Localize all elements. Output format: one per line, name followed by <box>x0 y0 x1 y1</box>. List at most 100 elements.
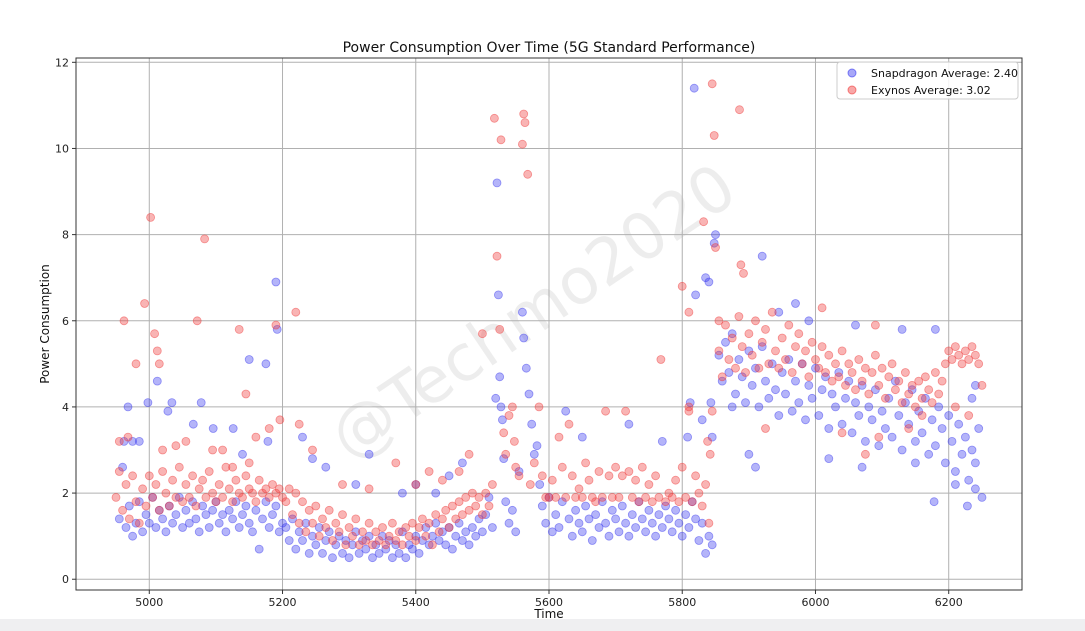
snapdragon-point <box>221 527 231 537</box>
exynos-point <box>867 368 877 377</box>
snapdragon-point <box>951 467 960 476</box>
snapdragon-point <box>457 536 467 545</box>
snapdragon-point <box>238 449 247 459</box>
snapdragon-point <box>228 514 238 524</box>
snapdragon-point <box>144 518 154 528</box>
snapdragon-point <box>471 531 481 541</box>
exynos-point <box>454 497 464 507</box>
exynos-point <box>417 514 427 524</box>
snapdragon-point <box>963 501 972 511</box>
snapdragon-point <box>238 510 247 519</box>
snapdragon-point <box>971 484 980 494</box>
snapdragon-point <box>874 441 884 451</box>
exynos-point <box>474 492 484 502</box>
exynos-point <box>567 471 577 481</box>
snapdragon-point <box>804 380 814 390</box>
exynos-point <box>364 484 374 494</box>
snapdragon-point <box>851 398 860 408</box>
snapdragon-point <box>861 436 870 446</box>
snapdragon-point <box>121 523 131 532</box>
snapdragon-point <box>481 510 491 519</box>
snapdragon-point <box>764 393 774 403</box>
snapdragon-point <box>657 436 667 446</box>
exynos-point <box>523 169 533 179</box>
snapdragon-point <box>131 518 141 528</box>
exynos-point <box>518 139 527 149</box>
snapdragon-point <box>231 497 241 507</box>
exynos-point <box>709 131 719 140</box>
exynos-point <box>851 385 860 395</box>
exynos-point <box>737 342 747 352</box>
exynos-point <box>977 380 987 390</box>
snapdragon-point <box>194 527 204 537</box>
snapdragon-point <box>348 540 357 550</box>
snapdragon-point <box>631 523 640 532</box>
snapdragon-point <box>519 333 529 343</box>
snapdragon-point <box>757 251 767 261</box>
exynos-point <box>571 492 580 502</box>
snapdragon-point <box>924 449 934 459</box>
snapdragon-point <box>344 553 354 563</box>
axis-ticks: 5000 5200 5400 5600 5800 6000 6200 0 2 4 6 8 10 12 <box>55 56 963 609</box>
exynos-point <box>140 299 150 308</box>
x-tick-label: 5200 <box>269 596 297 609</box>
snapdragon-point <box>967 445 977 455</box>
snapdragon-point <box>141 510 151 519</box>
snapdragon-point <box>163 406 173 416</box>
exynos-point <box>525 480 535 489</box>
exynos-point <box>661 497 670 507</box>
exynos-point <box>734 312 744 321</box>
exynos-point <box>204 467 214 476</box>
exynos-point <box>974 359 984 369</box>
exynos-point <box>601 406 610 416</box>
snapdragon-point <box>744 449 754 459</box>
exynos-point <box>401 523 411 532</box>
exynos-point <box>901 368 910 377</box>
snapdragon-point <box>707 540 717 550</box>
exynos-point <box>164 501 174 511</box>
snapdragon-point <box>754 402 764 412</box>
snapdragon-point <box>577 527 587 537</box>
exynos-point <box>807 337 817 347</box>
y-tick-label: 8 <box>62 229 69 242</box>
exynos-point <box>927 398 937 408</box>
exynos-point <box>144 471 154 481</box>
exynos-point <box>874 432 884 442</box>
snapdragon-point <box>627 510 637 519</box>
snapdragon-point <box>917 428 927 438</box>
exynos-point <box>371 527 381 537</box>
snapdragon-point <box>774 411 784 420</box>
exynos-point <box>971 350 980 360</box>
snapdragon-point <box>567 531 577 541</box>
exynos-point <box>791 342 800 352</box>
data-points <box>111 79 987 563</box>
exynos-point <box>504 411 514 420</box>
exynos-point <box>331 518 341 528</box>
snapdragon-point <box>532 441 542 451</box>
snapdragon-point <box>689 83 699 93</box>
exynos-point <box>251 432 261 442</box>
exynos-point <box>707 406 717 416</box>
exynos-point <box>174 462 184 472</box>
exynos-point <box>731 363 740 373</box>
snapdragon-point <box>784 355 794 364</box>
exynos-point <box>967 342 977 352</box>
snapdragon-point <box>261 359 271 369</box>
exynos-point <box>508 402 517 412</box>
snapdragon-point <box>124 501 134 511</box>
snapdragon-point <box>977 492 987 502</box>
exynos-point <box>581 458 590 468</box>
exynos-point <box>492 251 502 261</box>
snapdragon-point <box>224 505 234 515</box>
snapdragon-point <box>128 531 138 541</box>
exynos-point <box>311 501 321 511</box>
snapdragon-point <box>311 540 321 550</box>
exynos-point <box>861 449 870 459</box>
snapdragon-point <box>954 419 964 429</box>
exynos-point <box>264 492 274 502</box>
snapdragon-point <box>734 355 744 364</box>
exynos-point <box>146 212 156 222</box>
exynos-point <box>654 492 664 502</box>
exynos-point <box>811 355 820 364</box>
snapdragon-point <box>864 402 874 412</box>
